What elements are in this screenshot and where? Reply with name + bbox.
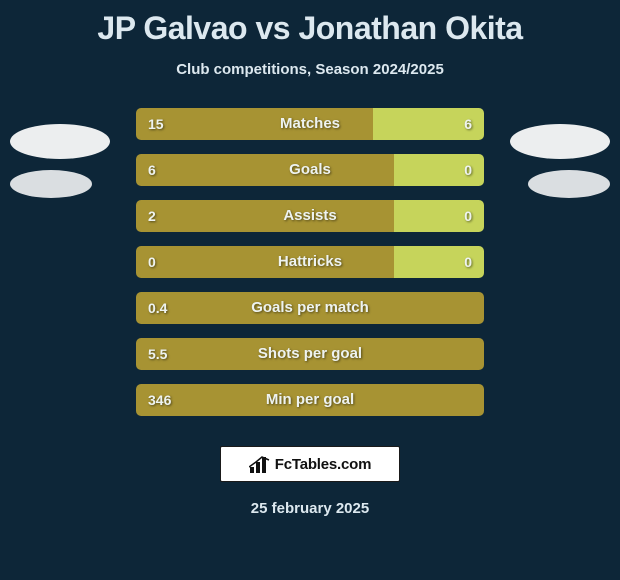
stat-bars: 156Matches 60Goals 20Assists 00Hattricks 0.4… xyxy=(136,108,484,430)
stat-bar-left xyxy=(136,108,373,140)
stat-row: 60Goals xyxy=(136,154,484,186)
stat-row: 5.5Shots per goal xyxy=(136,338,484,370)
stat-bar-left xyxy=(136,292,484,324)
stat-row: 00Hattricks xyxy=(136,246,484,278)
comparison-chart: 156Matches 60Goals 20Assists 00Hattricks 0.4… xyxy=(0,108,620,428)
stat-bar-left xyxy=(136,200,394,232)
stat-row: 20Assists xyxy=(136,200,484,232)
snapshot-date: 25 february 2025 xyxy=(0,500,620,517)
stat-row: 156Matches xyxy=(136,108,484,140)
stat-bar-left xyxy=(136,246,394,278)
logo-text: FcTables.com xyxy=(275,456,372,473)
stat-bar-left xyxy=(136,338,484,370)
stat-bar-left xyxy=(136,384,484,416)
stat-bar-right xyxy=(373,108,484,140)
right-player-avatar xyxy=(510,124,610,159)
left-player-avatar xyxy=(10,124,110,159)
page-title: JP Galvao vs Jonathan Okita xyxy=(0,0,620,47)
left-club-badge xyxy=(10,170,92,198)
chart-icon xyxy=(249,455,271,473)
stat-bar-right xyxy=(394,200,484,232)
fctables-logo[interactable]: FcTables.com xyxy=(220,446,400,482)
stat-row: 0.4Goals per match xyxy=(136,292,484,324)
stat-bar-right xyxy=(394,154,484,186)
stat-row: 346Min per goal xyxy=(136,384,484,416)
right-club-badge xyxy=(528,170,610,198)
stat-bar-right xyxy=(394,246,484,278)
stat-bar-left xyxy=(136,154,394,186)
page-subtitle: Club competitions, Season 2024/2025 xyxy=(0,61,620,78)
